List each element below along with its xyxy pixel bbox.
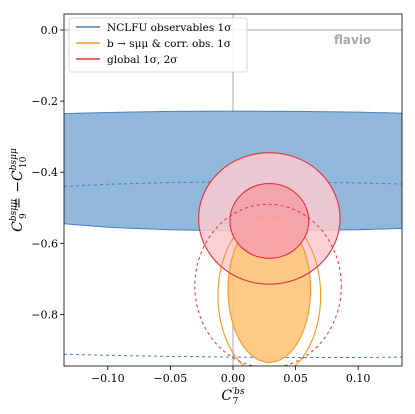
legend-box [68,17,248,73]
y-axis-label-c10-sub: 10 [19,156,29,168]
y-tick-label: 0.0 [41,24,59,37]
global-dashed-ellipse [194,203,342,366]
global-2sigma-ellipse [198,152,341,285]
y-axis-label-c10-main: C [10,170,26,181]
x-axis-label: C′bs 7 [221,387,245,407]
y-axis-label: Cbsμμ9 = −Cbsμμ10 [9,148,29,232]
x-tick-label: 0.05 [283,372,308,385]
y-axis-label-c10-sup: bsμμ [9,148,19,170]
legend-label-bsmumu: b → sμμ & corr. obs. 1σ [107,38,231,50]
legend: NCLFU observables 1σ b → sμμ & corr. obs… [68,17,248,73]
legend-label-global: global 1σ, 2σ [107,54,177,66]
y-axis-label-equals: = − [10,181,26,213]
global-1sigma-ellipse [229,183,310,259]
y-axis-label-c9-sup: bsμμ [9,199,19,221]
x-tick-label: −0.10 [91,372,125,385]
axis-ticks: −0.10 −0.05 0.00 0.05 0.10 0.0 −0.2 −0.4 −0.6 −0.… [31,24,370,385]
y-tick-label: −0.4 [31,166,58,179]
x-tick-label: −0.05 [154,372,188,385]
nclfu-1sigma-upper-edge [64,110,402,115]
plot-area [64,14,402,366]
x-axis-label-sub: 7 [233,397,239,407]
y-tick-label: −0.2 [31,95,58,108]
y-tick-label: −0.6 [31,237,58,250]
x-tick-label: 0.00 [221,372,246,385]
y-tick-label: −0.8 [31,308,58,321]
legend-label-nclfu: NCLFU observables 1σ [107,22,231,34]
flavio-watermark: flavio [334,33,371,47]
x-axis-label-main: C [221,388,232,404]
y-axis-label-c9-sub: 9 [19,213,29,219]
x-axis-label-sup: ′bs [232,387,245,397]
y-axis-label-c9-main: C [10,221,26,232]
x-tick-label: 0.10 [346,372,371,385]
nclfu-2sigma-lower-dashed [64,353,402,358]
